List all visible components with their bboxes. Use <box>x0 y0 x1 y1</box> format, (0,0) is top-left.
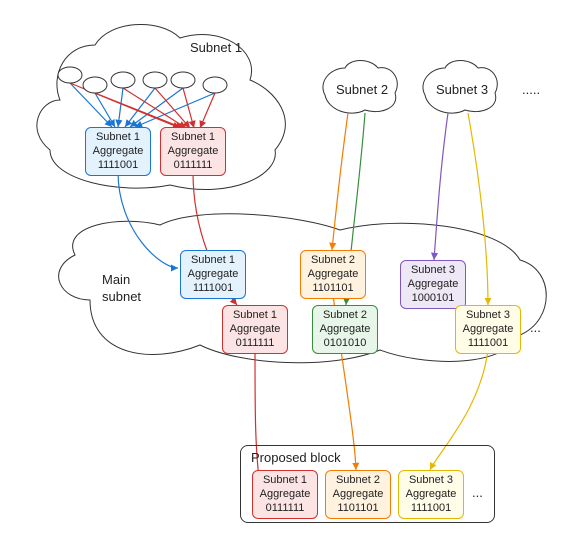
arrow-12 <box>118 172 178 268</box>
aggregate-line3: 0111111 <box>165 159 221 173</box>
aggregate-s1_blue_top: Subnet 1Aggregate1111001 <box>85 127 151 176</box>
arrow-14 <box>332 113 348 250</box>
arrow-5 <box>135 93 215 127</box>
aggregate-line1: Subnet 2 <box>317 309 373 323</box>
aggregate-line2: Aggregate <box>305 268 361 282</box>
aggregate-s2_orange_main: Subnet 2Aggregate1101101 <box>300 250 366 299</box>
aggregate-line2: Aggregate <box>227 323 283 337</box>
subnet1-label: Subnet 1 <box>190 40 242 55</box>
arrow-7 <box>95 93 183 128</box>
arrow-2 <box>118 88 123 127</box>
subnet2-label: Subnet 2 <box>336 82 388 97</box>
arrow-11 <box>200 93 215 128</box>
arrow-3 <box>125 88 155 127</box>
aggregate-line3: 1101101 <box>305 282 361 296</box>
proposed-block-title: Proposed block <box>251 450 492 465</box>
subnet1-node-4 <box>171 72 195 88</box>
arrow-8 <box>123 88 186 128</box>
arrow-4 <box>130 88 183 127</box>
aggregate-line3: 0101010 <box>317 337 373 351</box>
aggregate-line1: Subnet 3 <box>405 264 461 278</box>
aggregate-s1_blue_main: Subnet 1Aggregate1111001 <box>180 250 246 299</box>
arrow-1 <box>95 93 115 127</box>
aggregate-s3_purple_main: Subnet 3Aggregate1000101 <box>400 260 466 309</box>
aggregate-s1_red_top: Subnet 1Aggregate0111111 <box>160 127 226 176</box>
aggregate-line2: Aggregate <box>185 268 241 282</box>
aggregate-line3: 1111001 <box>460 337 516 351</box>
aggregate-line1: Subnet 1 <box>227 309 283 323</box>
aggregate-line1: Subnet 1 <box>90 131 146 145</box>
aggregate-line3: 0111111 <box>227 337 283 351</box>
main-subnet-label: Main subnet <box>102 272 141 306</box>
arrow-0 <box>70 83 112 127</box>
aggregate-line3: 1111001 <box>90 159 146 173</box>
subnet1-node-1 <box>83 77 107 93</box>
arrow-16 <box>434 113 448 260</box>
aggregate-line2: Aggregate <box>460 323 516 337</box>
subnet3-label: Subnet 3 <box>436 82 488 97</box>
subnet1-node-3 <box>143 72 167 88</box>
aggregate-line3: 1000101 <box>405 292 461 306</box>
proposed-block: Proposed block <box>240 445 495 523</box>
arrow-6 <box>70 83 180 128</box>
subnet1-node-0 <box>58 67 82 83</box>
subnet1-node-5 <box>203 77 227 93</box>
ellipsis-mid: ... <box>530 320 541 335</box>
aggregate-s1_red_main: Subnet 1Aggregate0111111 <box>222 305 288 354</box>
arrow-10 <box>183 88 194 128</box>
arrow-17 <box>468 113 488 305</box>
aggregate-line3: 1111001 <box>185 282 241 296</box>
aggregate-line1: Subnet 1 <box>165 131 221 145</box>
aggregate-s3_yellow_main: Subnet 3Aggregate1111001 <box>455 305 521 354</box>
aggregate-line1: Subnet 3 <box>460 309 516 323</box>
aggregate-line2: Aggregate <box>90 145 146 159</box>
arrow-9 <box>155 88 190 128</box>
aggregate-s2_green_main: Subnet 2Aggregate0101010 <box>312 305 378 354</box>
aggregate-line1: Subnet 1 <box>185 254 241 268</box>
subnet1-node-2 <box>111 72 135 88</box>
aggregate-line2: Aggregate <box>165 145 221 159</box>
aggregate-line2: Aggregate <box>405 278 461 292</box>
aggregate-line2: Aggregate <box>317 323 373 337</box>
aggregate-line1: Subnet 2 <box>305 254 361 268</box>
ellipsis-top: ..... <box>522 82 540 97</box>
